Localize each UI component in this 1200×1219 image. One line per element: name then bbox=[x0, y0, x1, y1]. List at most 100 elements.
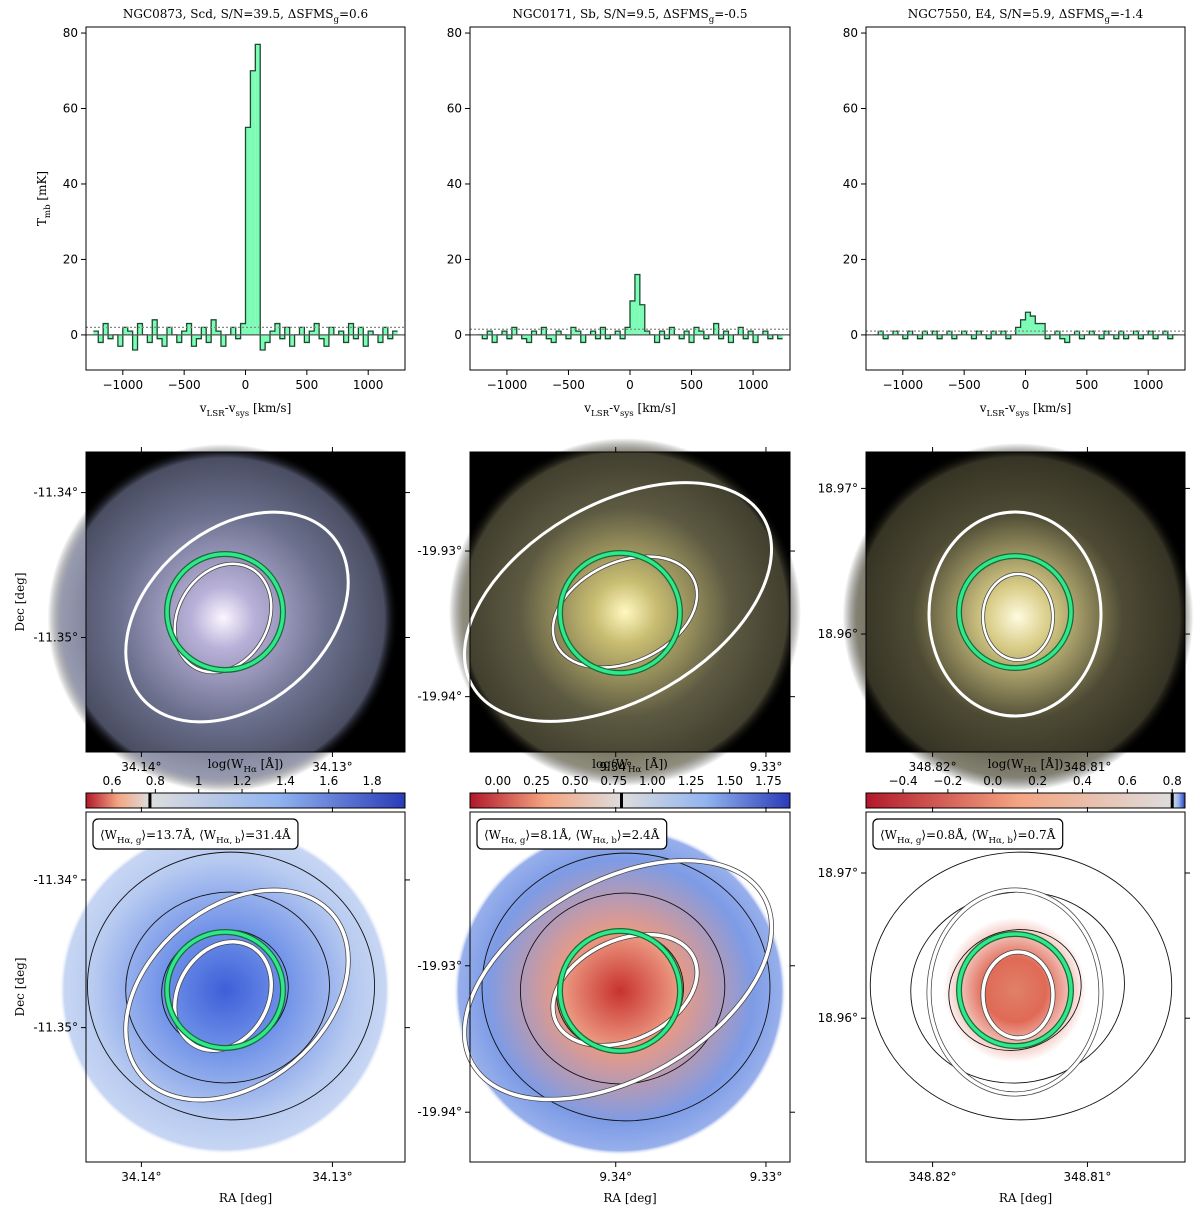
colorbar-label-part: Hα bbox=[628, 765, 642, 775]
x-axis-label-part: -v bbox=[225, 401, 236, 415]
bar bbox=[314, 323, 320, 335]
bar bbox=[166, 327, 172, 335]
bar bbox=[324, 334, 329, 347]
x-axis-label-part: LSR bbox=[591, 409, 610, 419]
bar bbox=[615, 331, 621, 335]
bar bbox=[235, 334, 241, 339]
plot-frame bbox=[85, 811, 406, 1163]
y-tick-label: 18.96° bbox=[818, 1011, 858, 1025]
annotation-box bbox=[476, 818, 668, 850]
annotation-text-part: ⟩=8.1Å, ⟨W bbox=[525, 827, 593, 842]
aperture-ellipse bbox=[551, 932, 699, 1048]
colorbar-tick-label: 1.50 bbox=[716, 774, 743, 788]
bar bbox=[1064, 334, 1070, 343]
y-tick-label: -11.35° bbox=[33, 1021, 78, 1035]
bar bbox=[368, 331, 374, 335]
bar bbox=[260, 334, 266, 351]
y-tick-label: -19.94° bbox=[417, 690, 462, 704]
plot-frame bbox=[865, 26, 1186, 371]
bar bbox=[566, 334, 571, 339]
colorbar-tick-label: 0.0 bbox=[983, 774, 1002, 788]
annotation-text-part: ⟨W bbox=[880, 828, 898, 842]
bar bbox=[186, 323, 192, 335]
x-axis-label: RA [deg] bbox=[603, 1191, 656, 1205]
bar bbox=[387, 334, 393, 339]
panel-title-part: NGC0873, Scd, S/N=39.5, ΔSFMS bbox=[123, 7, 334, 21]
colorbar-tick-label: 0.2 bbox=[1028, 774, 1047, 788]
bar bbox=[679, 334, 685, 339]
annotation-text-part: Hα, b bbox=[216, 836, 241, 846]
aperture-ellipse bbox=[172, 940, 274, 1052]
bar bbox=[743, 334, 749, 339]
x-tick-label: −500 bbox=[552, 378, 585, 392]
bar bbox=[343, 334, 349, 343]
y-tick-label: -19.94° bbox=[417, 1105, 462, 1119]
bar bbox=[328, 327, 334, 335]
bar bbox=[892, 331, 898, 335]
bar bbox=[634, 274, 640, 335]
aperture-ellipse bbox=[927, 510, 1103, 718]
colorbar-tick-label: 1.4 bbox=[276, 774, 295, 788]
x-tick-label: 34.13° bbox=[312, 1170, 352, 1184]
colorbar-tick-label: 1.2 bbox=[232, 774, 251, 788]
beam-circle-inner bbox=[558, 929, 682, 1053]
step-outline bbox=[873, 311, 1178, 344]
x-tick-label: 500 bbox=[680, 378, 703, 392]
bar bbox=[482, 334, 488, 339]
annotation-text-part: ⟨W bbox=[484, 828, 502, 842]
bar bbox=[694, 327, 699, 335]
x-tick-label: 9.33° bbox=[750, 1170, 783, 1184]
bar bbox=[103, 323, 109, 335]
x-axis-label-part: -v bbox=[609, 401, 620, 415]
plot-frame bbox=[469, 26, 791, 371]
y-tick-label: -19.93° bbox=[417, 544, 462, 558]
bar bbox=[255, 44, 261, 335]
y-tick-label: -11.35° bbox=[33, 631, 78, 645]
bar bbox=[951, 334, 957, 339]
bar bbox=[1167, 334, 1173, 339]
bar bbox=[976, 331, 982, 335]
halpha-map bbox=[925, 899, 1105, 1081]
annotation-text-part: ⟩=0.8Å, ⟨W bbox=[921, 827, 989, 842]
x-axis-label: vLSR-vsys [km/s] bbox=[583, 401, 676, 419]
bar bbox=[201, 327, 207, 335]
bar bbox=[664, 334, 670, 339]
aperture-ellipse bbox=[124, 510, 350, 724]
plot-frame bbox=[85, 451, 406, 753]
bar bbox=[728, 334, 734, 343]
panel-title-part: g bbox=[709, 15, 715, 25]
bar bbox=[1113, 334, 1119, 339]
y-tick-label: 20 bbox=[447, 252, 462, 266]
bar bbox=[1123, 334, 1129, 339]
galaxy-image bbox=[47, 444, 399, 792]
panel-title-part: g bbox=[333, 15, 339, 25]
x-axis-label-part: sys bbox=[236, 409, 250, 419]
beam-circle-inner bbox=[165, 552, 285, 672]
x-axis-label-part: [km/s] bbox=[249, 401, 291, 415]
bar bbox=[378, 334, 383, 343]
plot-frame bbox=[85, 26, 406, 371]
bar bbox=[270, 331, 275, 335]
colorbar-tick-label: 0.6 bbox=[1118, 774, 1137, 788]
bar bbox=[556, 331, 562, 335]
colorbar-label: log(WHα [Å]) bbox=[592, 756, 668, 775]
bar bbox=[108, 334, 113, 339]
bar bbox=[1153, 334, 1159, 339]
bar bbox=[902, 334, 908, 339]
colorbar-label: log(WHα [Å]) bbox=[208, 756, 284, 775]
colorbar-label-part: [Å]) bbox=[1037, 756, 1064, 771]
aperture-ellipse bbox=[462, 481, 774, 723]
bar bbox=[580, 334, 586, 343]
bar bbox=[147, 334, 153, 343]
bar bbox=[1005, 334, 1011, 339]
x-axis-label-part: -v bbox=[1005, 401, 1016, 415]
x-tick-label: 9.34° bbox=[599, 760, 632, 774]
bar bbox=[630, 300, 635, 335]
panel-title: NGC7550, E4, S/N=5.9, ΔSFMSg=-1.4 bbox=[908, 7, 1144, 25]
x-tick-label: −500 bbox=[948, 378, 981, 392]
y-tick-label: 80 bbox=[63, 26, 78, 40]
bar bbox=[590, 331, 596, 335]
panel-title: NGC0171, Sb, S/N=9.5, ΔSFMSg=-0.5 bbox=[513, 7, 748, 25]
x-tick-label: 348.81° bbox=[1063, 1170, 1111, 1184]
galaxy-image bbox=[449, 438, 801, 786]
